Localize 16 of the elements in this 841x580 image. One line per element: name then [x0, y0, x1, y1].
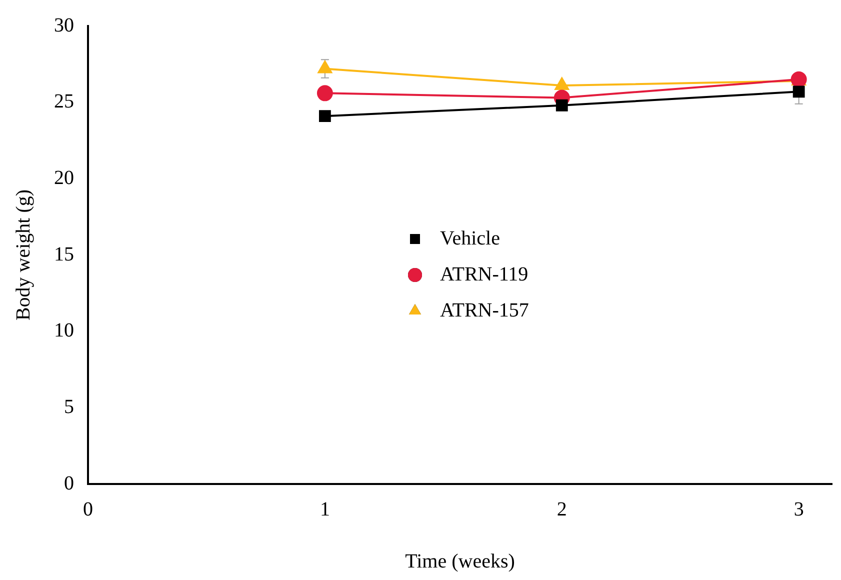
y-tick-label: 15	[54, 243, 74, 266]
y-axis-title: Body weight (g)	[12, 189, 34, 321]
x-tick-label: 0	[83, 498, 93, 520]
legend-label: ATRN-157	[440, 299, 529, 322]
x-tick-label: 1	[320, 498, 330, 520]
x-axis-title: Time (weeks)	[405, 550, 515, 572]
y-tick-label: 5	[64, 396, 74, 418]
y-tick-label: 25	[54, 90, 74, 113]
x-tick-label: 2	[556, 498, 567, 520]
y-tick-label: 20	[54, 166, 74, 189]
y-tick-label: 30	[54, 14, 74, 36]
y-tick-label: 0	[64, 472, 74, 494]
legend-label: Vehicle	[440, 227, 500, 250]
legend-label: ATRN-119	[440, 263, 528, 286]
y-tick-label: 10	[54, 320, 74, 342]
x-tick-label: 3	[794, 498, 804, 520]
